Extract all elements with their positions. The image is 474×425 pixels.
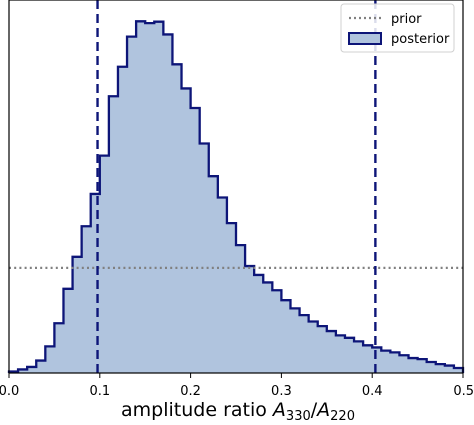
histogram-bin [45,346,54,373]
histogram-bin [245,266,254,373]
histogram-bin [399,355,408,373]
histogram-bin [100,156,109,373]
histogram-bin [182,88,191,373]
histogram-bin [445,366,454,373]
x-tick-label: 0.0 [0,384,19,399]
x-axis-label-sub2: 220 [330,409,355,424]
histogram-bin [109,96,118,373]
histogram-bin [118,67,127,373]
histogram-bin [136,21,145,373]
histogram-bin [27,367,36,373]
histogram-bin [272,290,281,373]
histogram-bin [300,315,309,373]
legend-posterior-swatch [348,32,382,45]
histogram-bin [54,323,63,373]
posterior-histogram-fill [9,21,463,374]
histogram-bin [336,335,345,373]
x-axis-label: amplitude ratio A330/A220 [121,399,355,424]
x-axis-label-var2: A [315,399,330,421]
x-tick-label: 0.4 [362,384,383,399]
histogram-bin [172,64,181,373]
histogram-bin [127,37,136,373]
histogram-bin [390,352,399,373]
plot-area [7,0,465,374]
histogram-bin [191,108,200,373]
legend-posterior-label: posterior [391,32,450,47]
histogram-bin [309,321,318,373]
x-axis-label-text: amplitude ratio [121,399,273,421]
histogram-bin [200,144,209,373]
histogram-bin [290,308,299,373]
legend-prior-label: prior [391,12,422,27]
histogram-bin [327,331,336,373]
histogram-bin [381,351,390,373]
histogram-bin [218,198,227,373]
histogram-bin [145,23,154,373]
histogram-bin [73,257,82,373]
histogram-bin [63,289,72,373]
histogram-bin [372,347,381,373]
x-axis-label-sub1: 330 [286,409,311,424]
histogram-bin [418,359,427,373]
histogram-bin [36,361,45,373]
histogram-bin [345,338,354,373]
histogram-bin [281,300,290,373]
histogram-bin [363,345,372,373]
histogram-bin [454,368,463,373]
histogram-bin [82,226,91,373]
posterior-histogram-outline [7,20,465,373]
histogram-bin [354,341,363,373]
histogram-bin [163,34,172,373]
x-tick-label: 0.3 [271,384,292,399]
x-axis-label-sep: / [311,399,318,421]
x-tick-label: 0.5 [453,384,474,399]
histogram-bin [254,275,263,373]
histogram-bin [227,223,236,373]
axes-frame [8,0,464,374]
histogram-bin [154,22,163,373]
histogram-bin [236,245,245,373]
histogram-bin [436,364,445,373]
x-axis-label-var1: A [271,399,286,421]
x-tick-label: 0.1 [89,384,110,399]
legend: prior posterior [340,3,455,53]
histogram-bin [409,358,418,373]
histogram-bin [427,362,436,373]
x-tick-label: 0.2 [180,384,201,399]
histogram-bin [209,176,218,373]
histogram-bin [263,282,272,373]
x-axis-ticks: 0.0 0.1 0.2 0.3 0.4 0.5 [0,373,474,399]
histogram-bin [318,326,327,373]
